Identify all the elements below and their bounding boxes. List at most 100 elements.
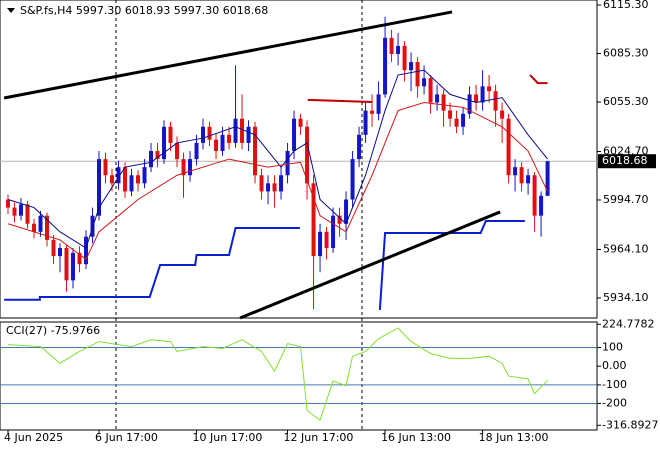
candle-body: [506, 118, 511, 176]
candle-body: [402, 45, 407, 71]
last-price-box: [598, 154, 656, 169]
candle-body: [188, 159, 193, 176]
candle-body: [58, 247, 63, 257]
candle-body: [441, 94, 446, 111]
candle-body: [233, 118, 238, 143]
candle-body: [285, 150, 290, 176]
main-panel-frame: [0, 0, 598, 319]
candle-body: [12, 207, 17, 216]
candle-body: [253, 126, 258, 176]
candle-body: [64, 247, 69, 281]
y-tick-label: 6055.30: [603, 95, 649, 108]
candle-body: [162, 126, 167, 160]
x-tick-label: 6 Jun 17:00: [95, 431, 158, 444]
chart-title: S&P.fs,H4 5997.30 6018.93 5997.30 6018.6…: [20, 4, 268, 17]
candle-body: [526, 175, 531, 184]
candle-body: [331, 215, 336, 248]
candle-body: [448, 110, 453, 119]
indicator-title: CCI(27) -75.9766: [6, 324, 100, 337]
candle-body: [519, 167, 524, 184]
candle-body: [136, 175, 141, 184]
trendline-line: [239, 210, 501, 320]
marker-line: [529, 74, 548, 85]
candle-body: [214, 139, 219, 151]
candle-body: [84, 236, 89, 265]
candle-body: [337, 215, 342, 224]
candle-body: [487, 86, 492, 92]
collapse-icon: [7, 8, 15, 13]
candle-body: [71, 252, 76, 281]
x-tick-label: 16 Jun 13:00: [381, 431, 451, 444]
channel-line: [4, 226, 300, 301]
candle-body: [532, 175, 537, 216]
candle-body: [149, 150, 154, 168]
marker-line: [307, 98, 373, 104]
candle-body: [370, 110, 375, 114]
candle-body: [207, 126, 212, 140]
candle-body: [25, 204, 30, 224]
x-tick-label: 18 Jun 13:00: [479, 431, 549, 444]
candle-body: [350, 159, 355, 200]
candle-body: [467, 94, 472, 114]
candle-body: [305, 126, 310, 184]
candle-body: [116, 167, 121, 184]
candle-body: [246, 126, 251, 143]
candle-body: [77, 252, 82, 265]
y-tick-label: 5934.10: [603, 291, 649, 304]
candle-body: [175, 142, 180, 160]
candle-body: [272, 183, 277, 192]
candle-body: [181, 159, 186, 176]
candle-body: [383, 37, 388, 95]
candle-body: [454, 118, 459, 127]
trendline-line: [3, 10, 453, 100]
candle-body: [461, 113, 466, 127]
indicator-y-tick-label: 100: [602, 341, 623, 354]
x-tick-label: 4 Jun 2025: [4, 431, 63, 444]
candle-body: [110, 175, 115, 184]
indicator-panel-frame: [0, 321, 598, 431]
candle-body: [545, 161, 550, 196]
candle-body: [389, 37, 394, 54]
candle-body: [123, 167, 128, 192]
average-line: [7, 69, 548, 249]
y-tick-label: 5994.70: [603, 193, 649, 206]
candle-body: [227, 134, 232, 143]
candle-body: [435, 94, 440, 103]
indicator-y-tick-label: 224.7782: [602, 317, 655, 330]
candle-body: [493, 91, 498, 111]
candle-body: [155, 150, 160, 160]
candle-body: [344, 199, 349, 224]
candle-body: [168, 126, 173, 143]
candle-body: [376, 94, 381, 114]
candle-body: [142, 167, 147, 184]
candle-body: [396, 45, 401, 54]
candle-body: [324, 231, 329, 248]
y-tick-label: 6085.30: [603, 47, 649, 60]
y-tick-label: 5964.10: [603, 242, 649, 255]
candle-body: [279, 175, 284, 192]
candle-body: [474, 94, 479, 103]
indicator-y-tick-label: -200: [602, 397, 627, 410]
candle-body: [422, 78, 427, 87]
candle-body: [38, 215, 43, 232]
x-tick-label: 10 Jun 17:00: [193, 431, 263, 444]
candle-body: [357, 134, 362, 160]
candle-body: [480, 86, 485, 103]
candle-body: [513, 167, 518, 176]
indicator-y-tick-label: -100: [602, 378, 627, 391]
candle-body: [428, 78, 433, 103]
candle-body: [129, 175, 134, 192]
candle-body: [194, 142, 199, 160]
candle-body: [103, 159, 108, 176]
candle-body: [298, 118, 303, 127]
candle-body: [311, 183, 316, 257]
candle-body: [97, 159, 102, 216]
candle-body: [500, 110, 505, 119]
candle-body: [220, 134, 225, 151]
candle-body: [45, 215, 50, 240]
candle-body: [201, 126, 206, 143]
candle-body: [18, 204, 23, 216]
